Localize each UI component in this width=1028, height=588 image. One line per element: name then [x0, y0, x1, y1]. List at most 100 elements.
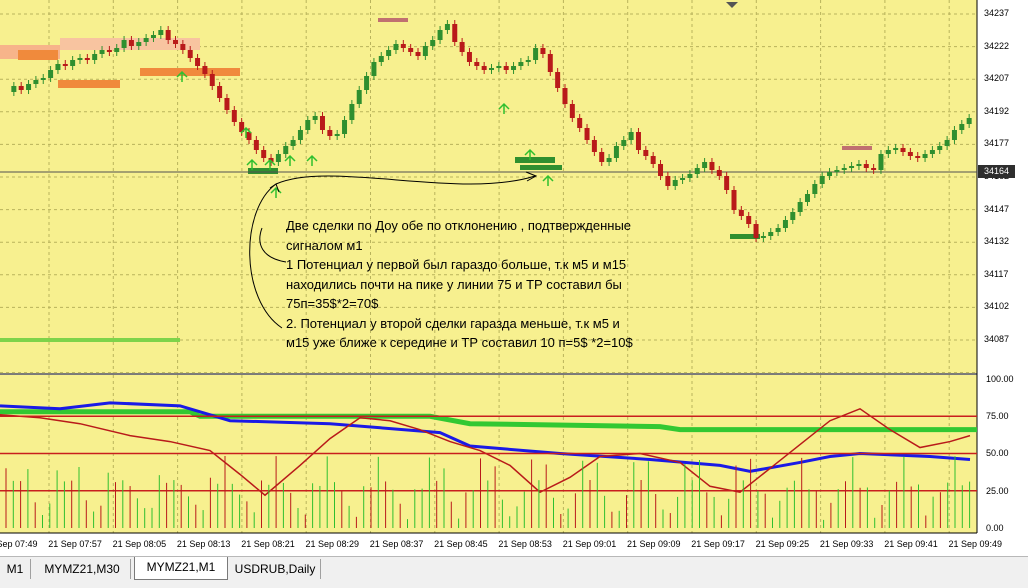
- chart-tab[interactable]: USDRUB,Daily: [230, 559, 321, 579]
- time-tick-label: 21 Sep 09:01: [562, 539, 617, 549]
- candle-body: [312, 116, 318, 120]
- candle-body: [790, 212, 796, 220]
- zone: [140, 68, 240, 76]
- candle-body: [584, 128, 590, 140]
- candle-body: [672, 180, 678, 186]
- candle-body: [907, 152, 913, 156]
- signal-arrow-icon: [306, 154, 318, 166]
- candle-body: [371, 62, 377, 76]
- candle-body: [827, 172, 833, 176]
- oscillator-tick-label: 50.00: [986, 448, 1009, 459]
- candle-body: [319, 116, 325, 130]
- candle-body: [863, 164, 869, 168]
- price-tick-label: 34207: [984, 73, 1010, 84]
- candle-body: [283, 146, 289, 154]
- candle-body: [724, 176, 730, 190]
- price-tick-label: 34117: [984, 268, 1009, 279]
- candle-body: [48, 70, 54, 78]
- candle-body: [959, 124, 965, 130]
- candle-body: [150, 35, 156, 38]
- grid: [0, 0, 977, 374]
- chart-tabs[interactable]: M1 MYMZ21,M30 MYMZ21,M1 USDRUB,Daily: [0, 556, 1028, 588]
- candle-body: [187, 50, 193, 58]
- candle-body: [621, 140, 627, 146]
- time-tick-label: 21 Sep 09:09: [627, 539, 681, 549]
- candle-body: [665, 176, 671, 186]
- candle-body: [246, 132, 252, 140]
- candle-body: [643, 150, 649, 156]
- candle-body: [878, 154, 884, 170]
- time-tick-label: 21 Sep 08:29: [305, 539, 360, 549]
- candle-body: [966, 118, 972, 124]
- candle-body: [680, 178, 686, 180]
- candle-body: [209, 74, 215, 86]
- candle-body: [231, 110, 237, 122]
- candle-body: [746, 216, 752, 224]
- signal-arrow-icon: [270, 186, 282, 198]
- candle-body: [782, 220, 788, 228]
- candle-body: [444, 24, 450, 30]
- candle-body: [856, 164, 862, 166]
- oscillator-levels: [0, 415, 977, 492]
- price-tick-label: 34237: [984, 8, 1010, 18]
- time-tick-label: 21 Sep 08:21: [241, 539, 295, 549]
- candle-body: [635, 132, 641, 150]
- candle-body: [180, 44, 186, 50]
- candle-body: [459, 42, 465, 52]
- candle-body: [885, 150, 891, 154]
- candle-body: [525, 60, 531, 62]
- candle-body: [915, 156, 921, 158]
- candle-body: [812, 184, 818, 194]
- candle-body: [937, 146, 943, 150]
- candle-body: [297, 130, 303, 140]
- candle-body: [92, 54, 98, 60]
- time-tick-label: 21 Sep 07:57: [48, 539, 102, 549]
- candles: [11, 20, 972, 242]
- zone: [18, 50, 58, 60]
- candle-body: [224, 98, 230, 110]
- time-tick-label: 21 Sep 09:25: [755, 539, 810, 549]
- price-chart[interactable]: [0, 0, 1028, 556]
- time-tick-label: 21 Sep 09:33: [819, 539, 874, 549]
- chart-tab[interactable]: MYMZ21,M1: [134, 557, 228, 580]
- candle-body: [496, 66, 502, 68]
- signal-arrow-icon: [176, 70, 188, 82]
- time-tick-label: 21 Sep 09:49: [948, 539, 1003, 549]
- candle-body: [437, 30, 443, 40]
- candle-body: [613, 146, 619, 158]
- zone: [58, 80, 120, 88]
- candle-body: [716, 170, 722, 176]
- candle-body: [26, 84, 32, 90]
- candle-body: [393, 44, 399, 50]
- price-tick-label: 34222: [984, 40, 1010, 51]
- candle-body: [569, 104, 575, 118]
- candle-body: [195, 58, 201, 66]
- candle-body: [562, 88, 568, 104]
- annotation-pointer-1: [249, 183, 287, 329]
- candle-body: [386, 50, 392, 56]
- candle-body: [106, 50, 112, 52]
- candle-body: [55, 64, 61, 70]
- candle-body: [253, 140, 259, 150]
- time-tick-label: 21 Sep 08:13: [176, 539, 231, 549]
- candle-body: [305, 120, 311, 130]
- candle-body: [261, 150, 267, 158]
- arrowhead-icon: [269, 183, 280, 193]
- annotation-text: Две сделки по Доу обе по отклонению , по…: [286, 216, 696, 353]
- candle-body: [540, 48, 546, 54]
- scroll-marker-icon[interactable]: [726, 2, 738, 8]
- chart-tab[interactable]: M1: [0, 559, 31, 579]
- level-marker: [248, 168, 278, 174]
- candle-body: [731, 190, 737, 210]
- candle-body: [84, 58, 90, 60]
- candle-body: [900, 148, 906, 152]
- candle-body: [606, 158, 612, 162]
- candle-body: [378, 56, 384, 62]
- candle-body: [849, 166, 855, 168]
- candle-body: [466, 52, 472, 62]
- chart-tab[interactable]: MYMZ21,M30: [34, 559, 131, 579]
- candle-body: [128, 40, 134, 46]
- time-tick-label: 21 Sep 08:37: [369, 539, 424, 549]
- annotation-pointer-2: [275, 175, 536, 185]
- candle-body: [871, 168, 877, 170]
